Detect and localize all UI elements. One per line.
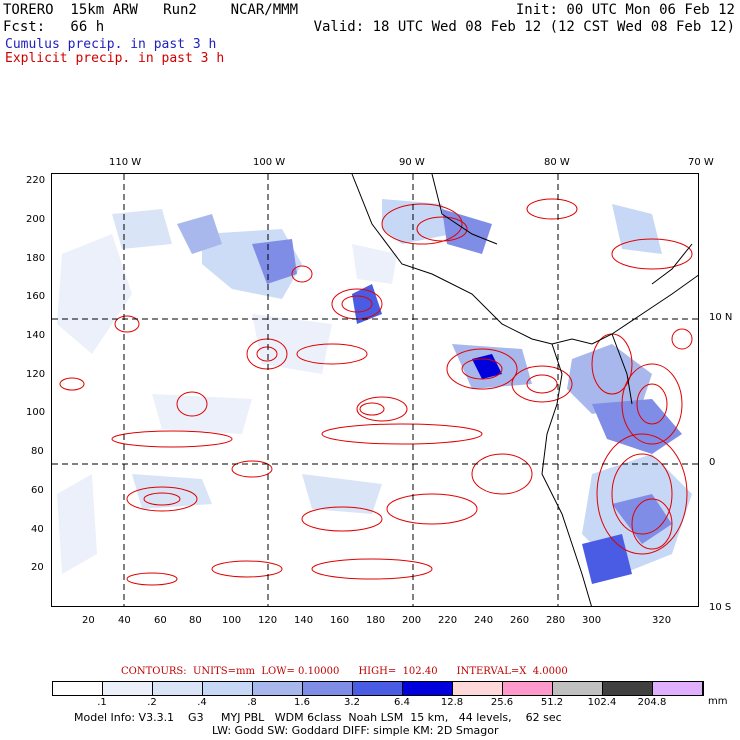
x-label: 180: [366, 615, 386, 626]
legend-explicit: Explicit precip. in past 3 h: [5, 51, 225, 66]
colorbar-swatch: [203, 682, 253, 695]
colorbar-tick-label: 102.4: [587, 697, 617, 708]
y-label: 160: [26, 291, 46, 302]
contours-info: CONTOURS: UNITS=mm LOW= 0.10000 HIGH= 10…: [121, 666, 568, 677]
y-label: 100: [26, 407, 46, 418]
lon-label-100w: 100 W: [253, 157, 286, 168]
y-label: 220: [26, 175, 46, 186]
model-info-line2: LW: Godd SW: Goddard DIFF: simple KM: 2D…: [212, 724, 499, 737]
x-label: 300: [582, 615, 602, 626]
x-label: 20: [82, 615, 95, 626]
y-label: 180: [26, 253, 46, 264]
x-label: 60: [154, 615, 167, 626]
colorbar-tick-label: .1: [97, 697, 107, 708]
colorbar-swatch: [503, 682, 553, 695]
colorbar-tick-label: .4: [197, 697, 207, 708]
legend-cumulus: Cumulus precip. in past 3 h: [5, 37, 217, 52]
header-title: TORERO 15km ARW Run2 NCAR/MMM: [3, 2, 299, 18]
colorbar-swatch: [403, 682, 453, 695]
y-label: 140: [26, 330, 46, 341]
model-info-line1: Model Info: V3.3.1 G3 MYJ PBL WDM 6class…: [74, 711, 562, 724]
y-label: 120: [26, 369, 46, 380]
header-init-time: Init: 00 UTC Mon 06 Feb 12: [515, 2, 735, 18]
lon-label-90w: 90 W: [399, 157, 425, 168]
x-label: 320: [652, 615, 672, 626]
colorbar-swatch: [353, 682, 403, 695]
colorbar-swatch: [553, 682, 603, 695]
lon-label-110w: 110 W: [109, 157, 142, 168]
y-label: 200: [26, 214, 46, 225]
map-canvas: [52, 174, 698, 606]
header-valid-time: Valid: 18 UTC Wed 08 Feb 12 (12 CST Wed …: [313, 19, 735, 35]
lat-label-equator: 0: [709, 457, 716, 468]
cumulus-precip-shading: [57, 199, 692, 584]
lon-label-80w: 80 W: [544, 157, 570, 168]
lat-label-10s: 10 S: [709, 602, 732, 613]
lat-lon-grid: [52, 174, 698, 606]
colorbar-swatch: [453, 682, 503, 695]
colorbar-tick-label: .8: [247, 697, 257, 708]
x-label: 120: [258, 615, 278, 626]
colorbar-tick-label: 25.6: [490, 697, 514, 708]
y-label: 80: [31, 446, 44, 457]
colorbar-swatch: [153, 682, 203, 695]
colorbar-swatch: [653, 682, 703, 695]
colorbar-tick-label: 204.8: [637, 697, 667, 708]
colorbar-swatch: [303, 682, 353, 695]
x-label: 220: [438, 615, 458, 626]
y-label: 60: [31, 485, 44, 496]
y-label: 40: [31, 524, 44, 535]
x-label: 100: [222, 615, 242, 626]
colorbar-units: mm: [708, 696, 728, 707]
x-label: 200: [402, 615, 422, 626]
colorbar: [52, 681, 704, 696]
header-forecast-hour: Fcst: 66 h: [3, 19, 105, 35]
lon-label-70w: 70 W: [688, 157, 714, 168]
x-label: 40: [118, 615, 131, 626]
colorbar-tick-label: 51.2: [540, 697, 564, 708]
colorbar-swatch: [253, 682, 303, 695]
colorbar-swatch: [103, 682, 153, 695]
x-label: 260: [510, 615, 530, 626]
precip-map: [51, 173, 699, 607]
colorbar-tick-label: 12.8: [440, 697, 464, 708]
colorbar-swatch: [53, 682, 103, 695]
colorbar-tick-label: 3.2: [344, 697, 360, 708]
lat-label-10n: 10 N: [709, 312, 733, 323]
coastlines: [351, 174, 698, 606]
x-label: 160: [330, 615, 350, 626]
colorbar-tick-label: .2: [147, 697, 157, 708]
x-label: 140: [294, 615, 314, 626]
x-label: 240: [474, 615, 494, 626]
x-label: 80: [189, 615, 202, 626]
explicit-precip-contours: [59, 198, 693, 586]
colorbar-tick-label: 6.4: [394, 697, 410, 708]
colorbar-tick-label: 1.6: [294, 697, 310, 708]
colorbar-swatch: [603, 682, 653, 695]
y-label: 20: [31, 562, 44, 573]
x-label: 280: [546, 615, 566, 626]
